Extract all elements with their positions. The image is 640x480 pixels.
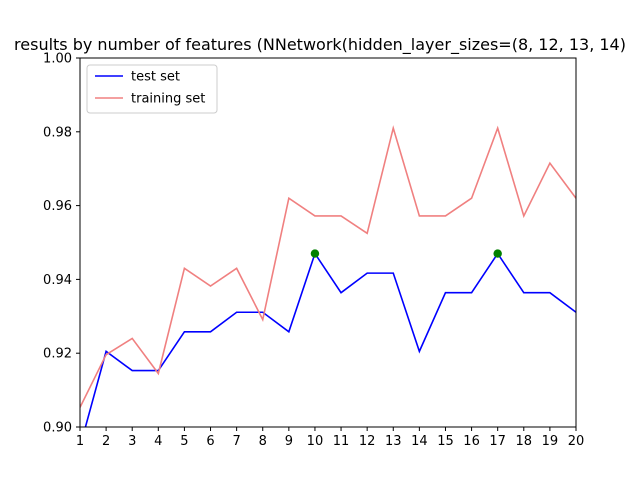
chart-title: results by number of features (NNetwork(… — [14, 35, 626, 55]
x-tick-label: 12 — [359, 434, 376, 449]
x-tick-label: 9 — [285, 434, 293, 449]
y-tick-label: 0.96 — [43, 199, 72, 214]
legend: test set training set — [86, 64, 218, 114]
y-tick-label: 0.98 — [43, 125, 72, 140]
x-tick-label: 6 — [206, 434, 214, 449]
x-tick-label: 8 — [259, 434, 267, 449]
y-tick-label: 0.94 — [43, 273, 72, 288]
marker-point-1 — [310, 249, 320, 258]
x-tick-label: 17 — [489, 434, 506, 449]
legend-entry-label: test set — [131, 70, 180, 85]
x-tick-label: 13 — [385, 434, 402, 449]
x-tick-label: 19 — [542, 434, 559, 449]
x-tick-label: 1 — [76, 434, 84, 449]
legend-entry-label: training set — [131, 92, 205, 107]
x-tick-label: 10 — [307, 434, 324, 449]
series-line-training-set — [80, 125, 576, 408]
legend-box — [86, 64, 218, 114]
x-tick-label: 14 — [411, 434, 428, 449]
axes-frame — [79, 57, 577, 428]
x-tick-label: 16 — [463, 434, 480, 449]
x-tick-label: 2 — [102, 434, 110, 449]
x-tick-label: 20 — [568, 434, 585, 449]
x-tick-label: 15 — [437, 434, 454, 449]
y-tick-label: 0.92 — [43, 347, 72, 362]
x-tick-label: 3 — [128, 434, 136, 449]
y-tick-label: 0.90 — [43, 421, 72, 436]
x-tick-label: 18 — [516, 434, 533, 449]
marker-point-2 — [493, 249, 502, 258]
x-tick-label: 7 — [232, 434, 240, 449]
x-tick-label: 4 — [154, 434, 162, 449]
x-tick-label: 11 — [333, 434, 350, 449]
series-line-test-set — [84, 251, 576, 427]
y-tick-label: 1.00 — [43, 52, 72, 67]
x-tick-label: 5 — [180, 434, 188, 449]
plot-area: 1 2 3 4 5 6 7 8 9 10 11 12 13 14 15 16 17 18 19 200.900.920… — [43, 52, 584, 450]
